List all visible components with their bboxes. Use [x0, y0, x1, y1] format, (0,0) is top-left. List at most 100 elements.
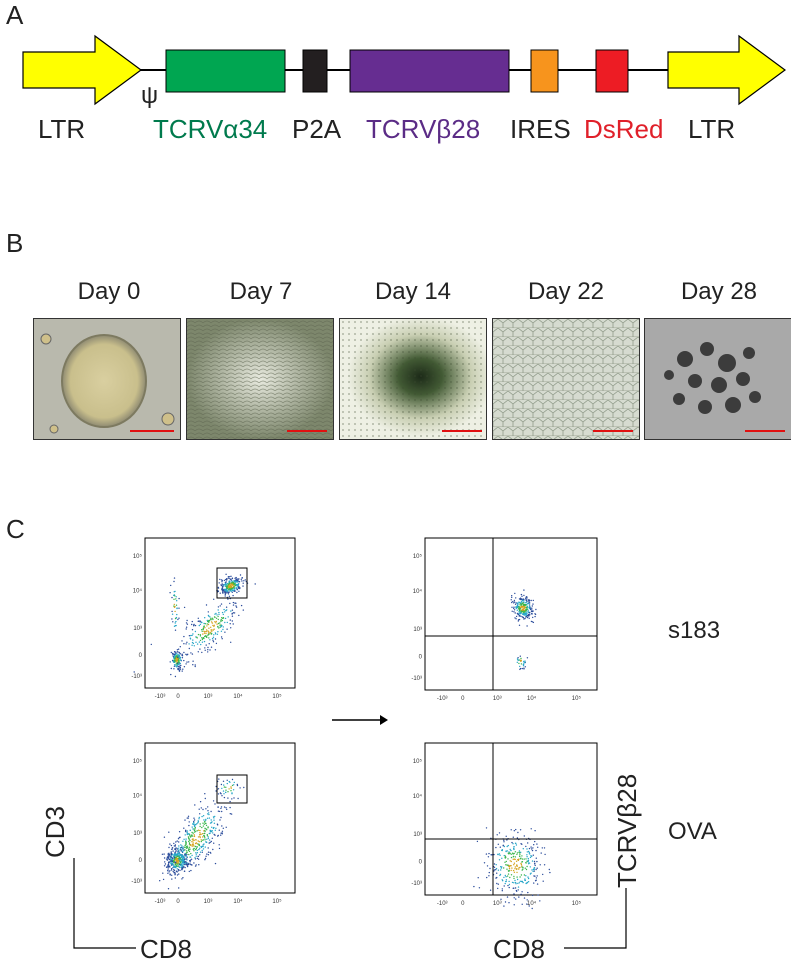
event-dot — [510, 865, 512, 867]
event-dot — [206, 817, 209, 819]
event-dot — [223, 793, 225, 795]
event-dot — [218, 829, 220, 831]
event-dot — [229, 578, 231, 580]
event-dot — [207, 623, 210, 626]
event-dot — [231, 586, 233, 588]
event-dot — [510, 869, 512, 872]
event-dot — [204, 839, 206, 841]
event-dot — [217, 606, 220, 608]
event-dot — [194, 845, 197, 848]
event-dot — [196, 643, 199, 645]
event-dot — [210, 830, 213, 833]
event-dot — [182, 846, 184, 848]
event-dot — [211, 637, 214, 640]
event-dot — [525, 858, 527, 860]
event-dot — [516, 605, 519, 608]
event-dot — [226, 808, 228, 811]
x-tick-label: 0 — [176, 899, 180, 905]
event-dot — [193, 645, 195, 647]
event-dot — [512, 600, 514, 603]
event-dot — [501, 857, 503, 859]
event-dot — [230, 790, 232, 792]
event-dot — [184, 846, 186, 848]
event-dot — [225, 584, 227, 586]
event-dot — [199, 623, 202, 626]
event-dot — [226, 609, 228, 611]
event-dot — [513, 877, 515, 880]
panel-label-c: C — [6, 514, 25, 544]
event-dot — [171, 857, 173, 859]
event-dot — [505, 850, 507, 853]
event-dot — [194, 630, 197, 633]
event-dot — [192, 639, 194, 641]
event-dot — [532, 603, 534, 605]
event-dot — [506, 845, 508, 848]
event-dot — [175, 841, 177, 843]
event-dot — [526, 854, 528, 856]
event-dot — [188, 842, 191, 844]
event-dot — [226, 628, 228, 630]
event-dot — [222, 628, 224, 631]
event-dot — [529, 614, 531, 616]
event-dot — [217, 609, 219, 611]
event-dot — [197, 829, 200, 831]
event-dot — [192, 832, 194, 834]
event-dot — [522, 603, 525, 606]
event-dot — [503, 867, 505, 869]
y-tick-label: -10³ — [131, 879, 142, 885]
event-dot — [205, 824, 208, 827]
event-dot — [523, 664, 525, 666]
event-dot — [238, 590, 240, 592]
event-dot — [191, 644, 193, 646]
dsred-label: DsRed — [584, 114, 664, 144]
event-dot — [518, 608, 520, 610]
flow-plot-ova-cd3-cd8: -10³ 0 10³ 10⁴ 10⁵ 10⁵ 10⁴ 10³ 0 -10³ — [131, 742, 305, 908]
y-axis-label-cd3: CD3 — [40, 805, 70, 858]
event-dot — [216, 614, 218, 616]
event-dot — [191, 826, 193, 828]
event-dot — [220, 832, 222, 834]
event-dot — [238, 583, 240, 585]
event-dot — [215, 617, 218, 619]
event-dot — [167, 872, 169, 874]
event-dot — [170, 859, 172, 861]
event-dot — [170, 584, 172, 587]
event-dot — [173, 603, 175, 606]
event-dot — [515, 606, 517, 608]
event-dot — [203, 819, 205, 821]
event-dot — [197, 858, 200, 860]
event-dot — [184, 853, 186, 855]
event-dot — [523, 897, 526, 899]
event-dot — [523, 660, 525, 663]
event-dot — [201, 826, 203, 829]
event-dot — [191, 831, 193, 834]
event-dot — [197, 617, 199, 619]
event-dot — [173, 869, 176, 872]
event-dot — [195, 839, 197, 841]
event-dot — [204, 793, 206, 795]
event-dot — [175, 604, 178, 606]
event-dot — [183, 659, 185, 662]
event-dot — [526, 608, 528, 611]
event-dot — [240, 578, 242, 580]
event-dot — [174, 873, 176, 875]
event-dot — [217, 834, 219, 837]
event-dot — [524, 606, 526, 608]
event-dot — [536, 843, 538, 845]
event-dot — [178, 845, 180, 847]
event-dot — [204, 857, 207, 860]
event-dot — [516, 852, 519, 854]
event-dot — [518, 601, 520, 603]
event-dot — [204, 631, 206, 633]
event-dot — [205, 630, 207, 633]
event-dot — [195, 823, 197, 826]
event-dot — [534, 864, 536, 867]
event-dot — [186, 661, 188, 663]
event-dot — [531, 894, 534, 897]
event-dot — [193, 829, 196, 832]
event-dot — [254, 583, 256, 585]
event-dot — [487, 856, 490, 858]
event-dot — [204, 627, 206, 629]
event-dot — [495, 864, 497, 866]
event-dot — [161, 853, 164, 855]
